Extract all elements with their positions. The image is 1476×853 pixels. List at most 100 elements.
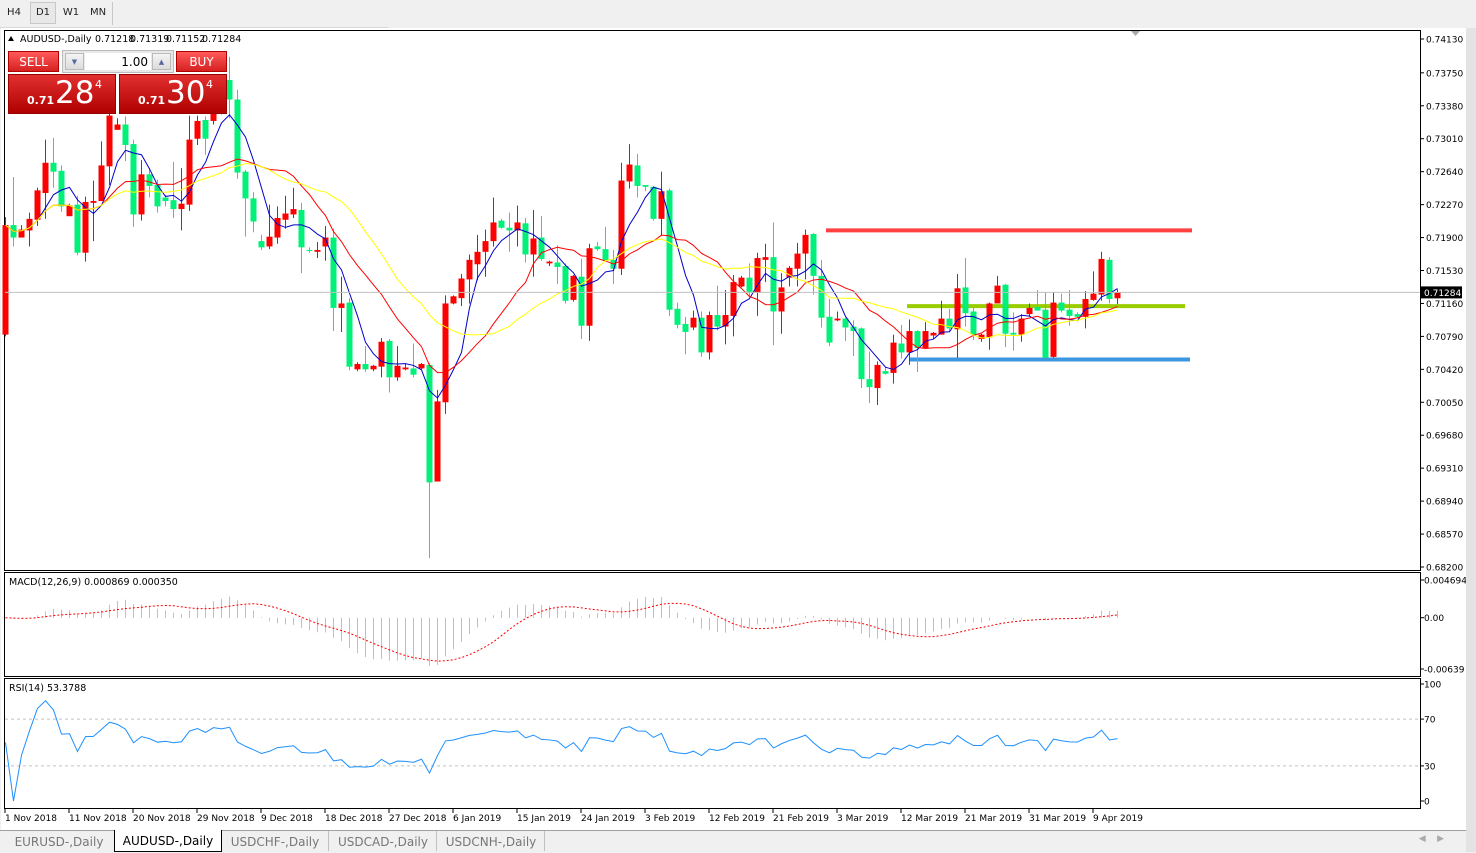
candle-body — [202, 120, 209, 139]
candle-body — [346, 302, 353, 367]
candle-body — [1010, 332, 1017, 335]
candle-body — [850, 326, 857, 332]
candle-body — [762, 257, 769, 260]
tab-usdchf[interactable]: USDCHF-,Daily — [222, 831, 329, 851]
chart-shift-marker-icon[interactable] — [1131, 31, 1140, 36]
candle-body — [490, 222, 497, 242]
candle-body — [26, 218, 33, 231]
candle-body — [834, 318, 841, 321]
rsi-label: RSI(14) 53.3788 — [9, 683, 86, 694]
candle-body — [122, 124, 129, 145]
candle-body — [82, 201, 89, 253]
candle-body — [890, 342, 897, 373]
triangle-up-icon[interactable] — [8, 36, 14, 41]
price-tick-label: 0.70790 — [1426, 333, 1463, 343]
candle-body — [538, 237, 545, 259]
candle-body — [1066, 309, 1073, 316]
price-tick-label: 0.69310 — [1426, 465, 1463, 475]
price-tick-label: 0.73750 — [1426, 69, 1463, 79]
candle-body — [386, 340, 393, 378]
candle-body — [1034, 307, 1041, 311]
time-tick-label: 9 Apr 2019 — [1093, 814, 1143, 824]
time-tick-label: 21 Feb 2019 — [773, 814, 829, 824]
candle-body — [482, 241, 489, 252]
candle-body — [522, 223, 529, 255]
macd-panel-frame — [4, 572, 1421, 677]
chevron-up-icon: ▲ — [158, 58, 165, 66]
tab-usdcnh[interactable]: USDCNH-,Daily — [438, 831, 545, 851]
candle-body — [666, 190, 673, 310]
timeframe-w1-button[interactable]: W1 — [62, 7, 80, 18]
timeframe-h4-button[interactable]: H4 — [7, 7, 21, 18]
candle-body — [586, 248, 593, 326]
candle-body — [370, 365, 377, 370]
candle-body — [994, 285, 1001, 304]
candle-body — [426, 364, 433, 483]
candle-body — [554, 262, 561, 267]
candle-body — [922, 331, 929, 348]
price-tick-label: 0.70420 — [1426, 366, 1463, 376]
candle-body — [506, 227, 513, 231]
candle-body — [946, 318, 953, 329]
tab-eurusd[interactable]: EURUSD-,Daily — [4, 831, 115, 851]
price-tick-label: 0.68200 — [1426, 564, 1463, 574]
one-click-trading-panel: SELL ▼ ▲ BUY 0.71 28 4 0.71 30 4 — [8, 50, 228, 114]
candle-body — [1026, 307, 1033, 315]
decrease-lot-button[interactable]: ▼ — [65, 53, 84, 70]
buy-price-fraction: 4 — [206, 78, 213, 91]
time-tick-label: 21 Mar 2019 — [965, 814, 1022, 824]
candle-body — [658, 191, 665, 219]
candle-body — [794, 253, 801, 269]
scroll-left-icon[interactable]: ◀ — [1418, 834, 1426, 844]
candle-body — [730, 282, 737, 316]
candle-body — [802, 234, 809, 254]
candle-body — [898, 343, 905, 353]
candle-body — [698, 317, 705, 353]
candle-body — [1114, 292, 1121, 299]
time-tick-label: 12 Mar 2019 — [901, 814, 958, 824]
buy-button[interactable]: BUY — [176, 51, 227, 72]
ma-mid-line — [5, 158, 1118, 374]
sell-price-prefix: 0.71 — [27, 94, 55, 107]
candle-body — [106, 115, 113, 167]
chart-window[interactable]: 0.74130 0.73750 0.73380 0.73010 0.72640 0.722… — [0, 0, 1466, 830]
candle-body — [674, 308, 681, 325]
buy-price-box[interactable]: 0.71 30 4 — [119, 74, 227, 114]
candle-body — [290, 209, 297, 215]
candle-body — [786, 267, 793, 278]
candle-body — [314, 250, 321, 252]
candle-body — [682, 323, 689, 332]
scroll-right-icon[interactable]: ▶ — [1437, 834, 1444, 844]
candle-body — [562, 266, 569, 301]
time-tick-label: 27 Dec 2018 — [389, 814, 447, 824]
candle-body — [178, 203, 185, 210]
time-tick-label: 11 Nov 2018 — [69, 814, 127, 824]
tab-audusd[interactable]: AUDUSD-,Daily — [114, 830, 222, 852]
lot-size-input[interactable] — [85, 53, 151, 70]
candle-body — [874, 364, 881, 389]
rsi-tick-label: 0 — [1424, 798, 1430, 808]
candle-body — [74, 204, 81, 253]
candle-body — [842, 318, 849, 328]
candle-body — [818, 275, 825, 318]
timeframe-d1-button[interactable]: D1 — [30, 2, 56, 24]
macd-tick-label: -0.00639 — [1424, 666, 1465, 676]
candle-body — [162, 197, 169, 202]
candle-body — [882, 371, 889, 374]
window-scrollbar[interactable] — [1466, 28, 1476, 852]
candle-body — [810, 233, 817, 276]
chart-background — [1, 28, 1466, 830]
candle-body — [322, 237, 329, 247]
candle-body — [578, 276, 585, 326]
time-tick-label: 1 Nov 2018 — [5, 814, 57, 824]
candle-body — [226, 79, 233, 100]
increase-lot-button[interactable]: ▲ — [152, 53, 171, 70]
candle-body — [306, 250, 313, 252]
candle-body — [738, 277, 745, 287]
candle-body — [978, 334, 985, 340]
timeframe-mn-button[interactable]: MN — [89, 7, 107, 18]
sell-price-box[interactable]: 0.71 28 4 — [8, 74, 116, 114]
sell-button[interactable]: SELL — [8, 51, 59, 72]
tab-scroll[interactable]: ◀ ▶ — [1419, 834, 1444, 844]
tab-usdcad[interactable]: USDCAD-,Daily — [330, 831, 437, 851]
